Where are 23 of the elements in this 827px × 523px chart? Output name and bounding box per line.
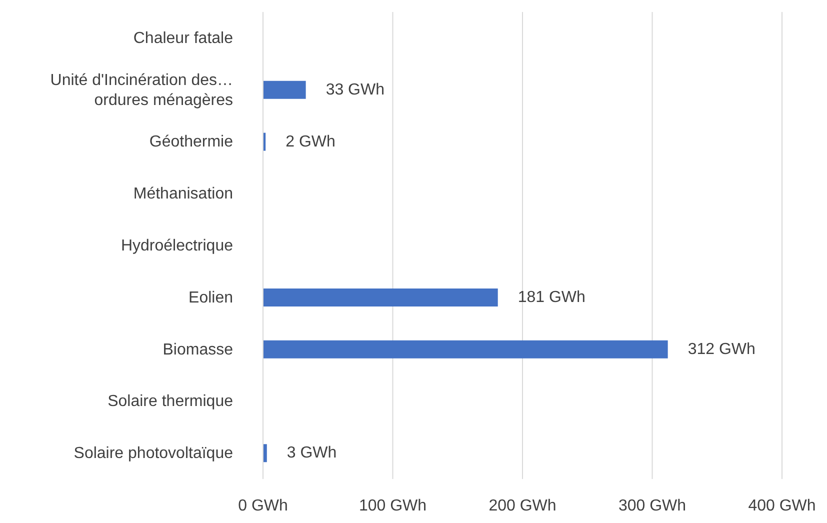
data-label: 312 GWh	[688, 340, 756, 358]
bar	[263, 80, 306, 99]
data-label: 181 GWh	[518, 288, 586, 306]
x-tick-label: 300 GWh	[618, 497, 686, 514]
data-label: 2 GWh	[286, 133, 336, 150]
data-label: 33 GWh	[326, 81, 385, 98]
y-tick-label: Unité d'Incinération des… ordures ménagères	[50, 71, 233, 108]
y-tick-label: Eolien	[188, 288, 233, 306]
y-tick-label: Solaire thermique	[108, 392, 234, 410]
y-tick-label: Solaire photovoltaïque	[74, 444, 234, 462]
bar	[263, 288, 498, 306]
x-tick-label: 200 GWh	[488, 497, 556, 514]
x-tick-label: 0 GWh	[238, 497, 288, 514]
y-tick-label: Chaleur fatale	[133, 29, 234, 46]
x-tick-label: 100 GWh	[358, 497, 427, 514]
y-tick-label: Biomasse	[162, 340, 234, 358]
y-tick-label: Méthanisation	[133, 185, 233, 202]
y-tick-label: Géothermie	[149, 133, 234, 150]
bar	[263, 444, 267, 462]
data-label: 3 GWh	[286, 444, 337, 462]
x-tick-label: 400 GWh	[748, 497, 816, 514]
y-tick-label: Hydroélectrique	[120, 237, 234, 254]
bar	[263, 340, 668, 358]
